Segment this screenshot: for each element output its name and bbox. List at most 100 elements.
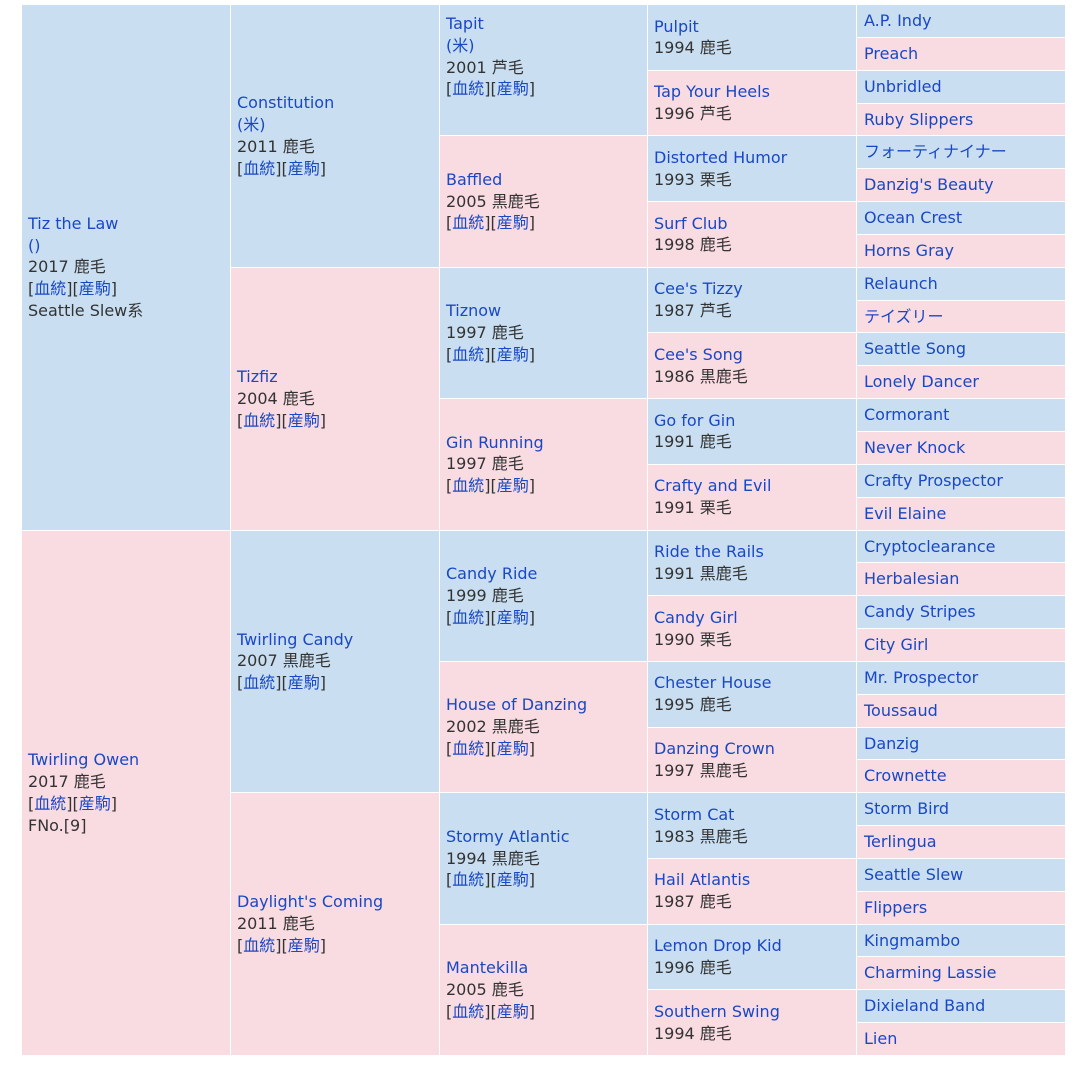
progeny-link[interactable]: 産駒 [287,936,320,956]
pedigree-link[interactable]: 血統 [452,476,485,496]
horse-name-link[interactable]: Candy Ride [446,563,538,583]
horse-name-link[interactable]: Candy Girl [654,607,738,627]
horse-name-link[interactable]: Lonely Dancer [864,372,979,392]
progeny-link[interactable]: 産駒 [496,476,529,496]
horse-name-link[interactable]: Stormy Atlantic [446,826,570,846]
horse-name-link[interactable]: Lien [864,1029,898,1049]
horse-name-link[interactable]: Danzing Crown [654,739,775,759]
birth-year-color: 2017 鹿毛 [28,257,106,277]
horse-name-link[interactable]: Ride the Rails [654,542,764,562]
horse-name-link[interactable]: Terlingua [864,832,937,852]
horse-name-link[interactable]: Relaunch [864,273,938,293]
horse-name-link[interactable]: Cormorant [864,405,950,425]
gen1-cell: Twirling Owen 2017 鹿毛 [血統][産駒] FNo.[9] [22,530,231,1056]
horse-name-link[interactable]: Storm Cat [654,804,735,824]
horse-name-link[interactable]: Crafty Prospector [864,470,1003,490]
horse-name-link[interactable]: Cryptoclearance [864,536,996,556]
horse-name-link[interactable]: Danzig's Beauty [864,175,994,195]
horse-name-link[interactable]: Southern Swing [654,1001,780,1021]
horse-name-link[interactable]: Cee's Song [654,344,743,364]
horse-name-link[interactable]: Cee's Tizzy [654,279,743,299]
horse-name-link[interactable]: A.P. Indy [864,11,932,31]
horse-name-link[interactable]: Go for Gin [654,410,736,430]
pedigree-link[interactable]: 血統 [452,607,485,627]
horse-name-link[interactable]: フォーティナイナー [864,142,1007,162]
horse-name-link[interactable]: Distorted Humor [654,147,788,167]
horse-name-link[interactable]: Mr. Prospector [864,667,979,687]
horse-name-link[interactable]: Never Knock [864,437,966,457]
birth-year-color: 1991 栗毛 [654,498,732,518]
horse-name-link[interactable]: テイズリー [864,306,944,326]
horse-name-link[interactable]: Constitution [237,93,335,113]
pedigree-link[interactable]: 血統 [452,870,485,890]
progeny-link[interactable]: 産駒 [287,158,320,178]
progeny-link[interactable]: 産駒 [496,344,529,364]
horse-name-link[interactable]: Baffled [446,169,503,189]
horse-name-link[interactable]: Preach [864,43,919,63]
progeny-link[interactable]: 産駒 [287,410,320,430]
pedigree-progeny-links: [血統][産駒] [237,410,327,430]
country-note[interactable]: (米) [237,115,266,135]
horse-name-link[interactable]: Flippers [864,897,928,917]
pedigree-link[interactable]: 血統 [243,410,276,430]
horse-name-link[interactable]: Horns Gray [864,240,954,260]
progeny-link[interactable]: 産駒 [496,607,529,627]
horse-name-link[interactable]: Twirling Candy [237,629,354,649]
progeny-link[interactable]: 産駒 [496,213,529,233]
horse-name-link[interactable]: Tiznow [446,301,502,321]
pedigree-link[interactable]: 血統 [243,673,276,693]
horse-name-link[interactable]: Mantekilla [446,958,529,978]
country-note[interactable]: (米) [446,35,475,55]
pedigree-link[interactable]: 血統 [452,1001,485,1021]
horse-name-link[interactable]: Lemon Drop Kid [654,936,782,956]
pedigree-link[interactable]: 血統 [243,936,276,956]
pedigree-link[interactable]: 血統 [34,793,67,813]
horse-name-link[interactable]: Hail Atlantis [654,870,751,890]
horse-name-link[interactable]: Tizfiz [237,366,278,386]
pedigree-link[interactable]: 血統 [243,158,276,178]
horse-name-link[interactable]: Danzig [864,733,920,753]
pedigree-link[interactable]: 血統 [452,738,485,758]
country-note[interactable]: () [28,235,41,255]
horse-name-link[interactable]: Seattle Song [864,339,966,359]
horse-name-link[interactable]: Herbalesian [864,569,960,589]
pedigree-link[interactable]: 血統 [452,344,485,364]
horse-name-link[interactable]: Ruby Slippers [864,109,974,129]
horse-name-link[interactable]: Storm Bird [864,799,950,819]
pedigree-link[interactable]: 血統 [34,279,67,299]
horse-name-link[interactable]: Pulpit [654,16,699,36]
horse-name-link[interactable]: Tapit [446,14,484,33]
horse-name-link[interactable]: Chester House [654,673,772,693]
horse-name-link[interactable]: Crafty and Evil [654,476,772,496]
horse-name-link[interactable]: Crownette [864,766,947,786]
horse-name-link[interactable]: Evil Elaine [864,503,947,523]
progeny-link[interactable]: 産駒 [496,1001,529,1021]
horse-name-link[interactable]: Gin Running [446,432,544,452]
pedigree-link[interactable]: 血統 [452,213,485,233]
horse-name-link[interactable]: Ocean Crest [864,208,963,228]
horse-name-link[interactable]: Candy Stripes [864,602,976,622]
progeny-link[interactable]: 産駒 [78,279,111,299]
progeny-link[interactable]: 産駒 [496,738,529,758]
horse-name-link[interactable]: Surf Club [654,213,728,233]
horse-name-link[interactable]: Seattle Slew [864,864,964,884]
pedigree-link[interactable]: 血統 [452,79,485,99]
horse-name-link[interactable]: Dixieland Band [864,996,986,1016]
horse-name-link[interactable]: City Girl [864,635,929,655]
horse-name-link[interactable]: Tiz the Law [28,213,119,233]
birth-year-color: 2005 黒鹿毛 [446,191,540,211]
horse-name-link[interactable]: Tap Your Heels [654,82,770,102]
horse-name-link[interactable]: Daylight's Coming [237,892,384,912]
progeny-link[interactable]: 産駒 [496,79,529,99]
horse-name-link[interactable]: House of Danzing [446,695,588,715]
birth-year-color: 2007 黒鹿毛 [237,651,331,671]
progeny-link[interactable]: 産駒 [496,870,529,890]
progeny-link[interactable]: 産駒 [287,673,320,693]
horse-name-link[interactable]: Kingmambo [864,930,961,950]
progeny-link[interactable]: 産駒 [78,793,111,813]
horse-name-link[interactable]: Twirling Owen [28,750,140,770]
horse-name-link[interactable]: Toussaud [864,700,938,720]
horse-name-link[interactable]: Charming Lassie [864,963,997,983]
gen5-cell: Herbalesian [857,563,1066,597]
horse-name-link[interactable]: Unbridled [864,76,942,96]
